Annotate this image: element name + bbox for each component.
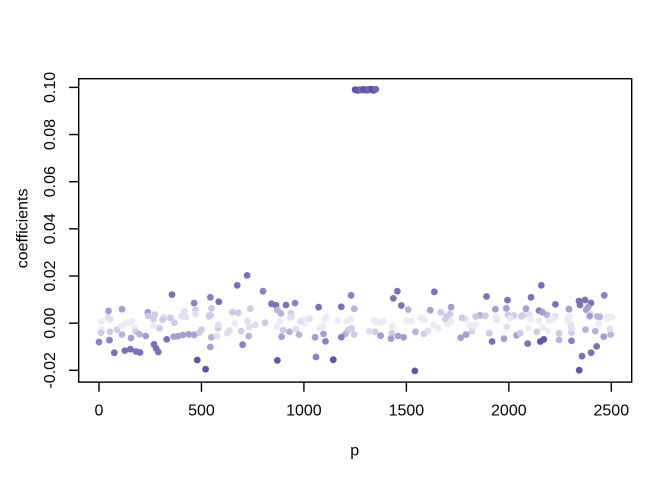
svg-text:0.10: 0.10 (42, 72, 59, 103)
svg-text:0.08: 0.08 (42, 119, 59, 150)
svg-text:1500: 1500 (389, 402, 425, 419)
svg-text:0.04: 0.04 (42, 213, 59, 244)
svg-text:p: p (350, 443, 359, 460)
svg-text:2500: 2500 (594, 402, 630, 419)
svg-text:1000: 1000 (286, 402, 322, 419)
svg-text:2000: 2000 (491, 402, 527, 419)
svg-text:0.00: 0.00 (42, 307, 59, 338)
svg-text:0.02: 0.02 (42, 260, 59, 291)
svg-text:0.06: 0.06 (42, 166, 59, 197)
svg-text:coefficients: coefficients (15, 189, 32, 269)
svg-text:-0.02: -0.02 (42, 352, 59, 389)
svg-text:0: 0 (95, 402, 104, 419)
svg-text:500: 500 (188, 402, 215, 419)
